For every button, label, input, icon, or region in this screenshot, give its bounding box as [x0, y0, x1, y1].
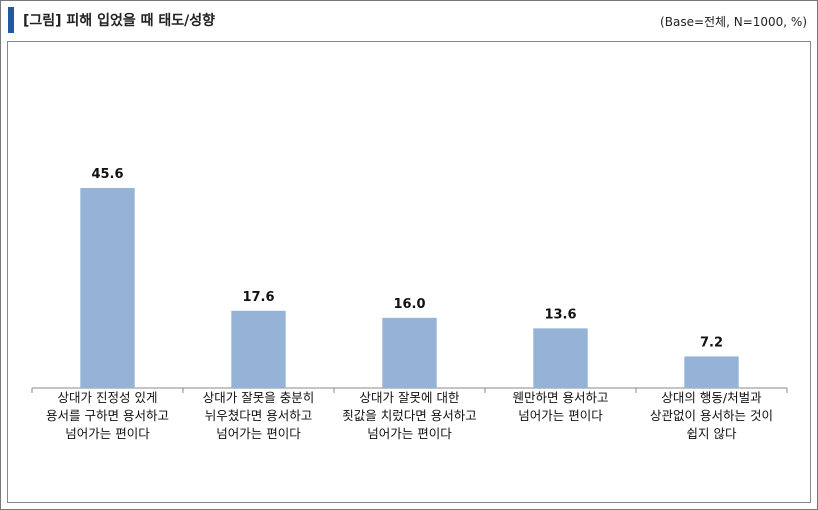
- bar: [382, 317, 437, 388]
- bar: [684, 356, 739, 388]
- bar: [80, 188, 135, 388]
- value-label: 45.6: [91, 167, 123, 182]
- value-label: 17.6: [242, 290, 274, 305]
- x-tick-label: 상대가 잘못에 대한 죗값을 치렀다면 용서하고 넘어가는 편이다: [342, 390, 477, 441]
- bar: [533, 328, 588, 388]
- plot-frame: [7, 41, 811, 503]
- value-label: 7.2: [700, 335, 723, 350]
- chart-title: [그림] 피해 입었을 때 태도/성향: [23, 13, 215, 29]
- bar: [231, 310, 286, 388]
- x-tick-label: 상대의 행동/처벌과 상관없이 용서하는 것이 쉽지 않다: [650, 390, 773, 441]
- x-tick-label: 상대가 진정성 있게 용서를 구하면 용서하고 넘어가는 편이다: [46, 390, 169, 441]
- value-label: 13.6: [544, 307, 576, 322]
- x-tick-label: 웬만하면 용서하고 넘어가는 편이다: [512, 390, 609, 423]
- title-marker: [8, 7, 14, 33]
- x-tick-label: 상대가 잘못을 충분히 뉘우쳤다면 용서하고 넘어가는 편이다: [202, 390, 315, 441]
- value-label: 16.0: [393, 297, 425, 312]
- chart-subtitle: (Base=전체, N=1000, %): [660, 15, 807, 29]
